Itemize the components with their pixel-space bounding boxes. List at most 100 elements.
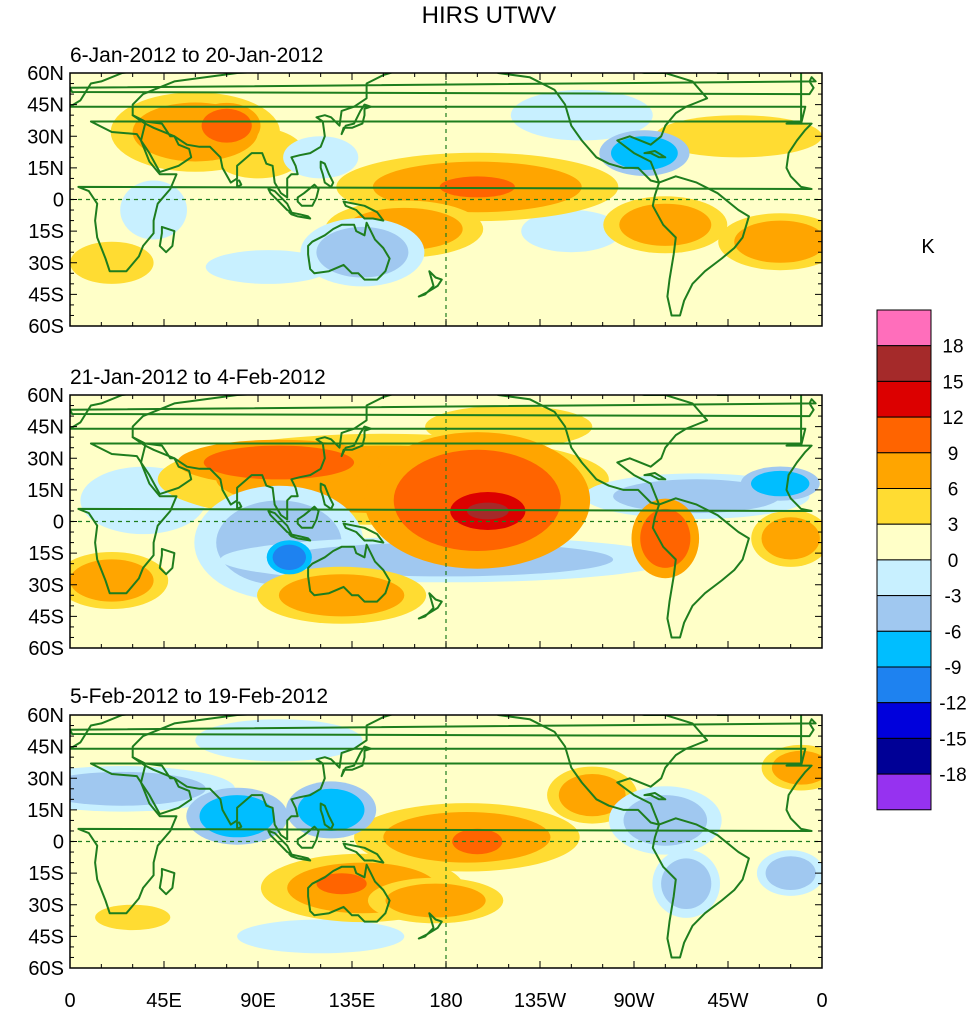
colorbar-tick-label: 15 [942,372,963,393]
colorbar-swatch [876,773,932,811]
coastline-madagascar [158,225,176,254]
colorbar-swatch [876,488,932,525]
anomaly-contour [623,795,708,846]
coastline-india-to-arabia-gap [131,436,176,460]
x-tick-label: 45E [146,990,182,1012]
y-tick-label: 15N [27,800,64,822]
anomaly-contour [765,856,816,890]
panel-3: 5-Feb-2012 to 19-Feb-2012 60N 45N 30N 15N 0 1… [27,685,823,980]
coastline-greenland [716,715,730,716]
anomaly-contour [316,873,367,895]
colorbar: 18 15 12 9 6 3 0 -3 -6 -9 -12 -15 -18 [876,309,967,811]
coastline-new-zealand [417,270,443,298]
coastline-cuba [643,150,667,159]
coastline-asia-south [131,73,394,199]
x-tick-label: 135E [329,990,376,1012]
anomaly-contour [95,904,171,931]
y-tick-label: 45S [28,926,64,948]
coastline-java [288,853,312,862]
y-tick-label: 30S [28,253,64,275]
coastline-sumatra [267,188,293,214]
anomaly-contour [734,220,822,263]
colorbar-swatch [876,452,932,489]
colorbar-tick-label: -12 [939,694,966,715]
anomaly-contour [237,919,405,954]
x-tick-label: 90W [613,990,654,1012]
anomaly-contour [70,241,154,284]
coastline-sumatra [267,830,293,856]
panel-1-tick-marks [69,72,823,327]
coastline-australia [307,543,391,603]
panel-1-y-axis: 60N 45N 30N 15N 0 15S 30S 45S 60S [27,63,64,338]
y-tick-label: 60S [28,316,64,338]
x-tick-label: 90E [240,990,276,1012]
panel-2-y-axis: 60N 45N 30N 15N 0 15S 30S 45S 60S [27,385,64,660]
coastline-sri-lanka [236,179,243,188]
colorbar-swatch [876,559,932,597]
colorbar-swatch [876,630,932,668]
panel-3-reference-lines [70,715,822,968]
y-tick-label: 45N [27,737,64,759]
anomaly-contour [452,828,503,855]
anomaly-contour [278,574,405,617]
coastline-philippines [319,482,335,510]
anomaly-contour [439,176,515,198]
y-tick-label: 15S [28,543,64,565]
colorbar-swatch [876,595,932,632]
panel-1-reference-lines [70,73,822,326]
panel-3-tick-marks [69,714,823,969]
x-tick-label: 0 [816,990,827,1012]
colorbar-swatch [876,309,932,347]
y-tick-label: 30N [27,126,64,148]
colorbar-swatch [876,737,932,775]
anomaly-contour [640,508,691,568]
colorbar-tick-label: 3 [948,515,959,536]
coastline-new-guinea [342,200,385,222]
panel-1: 6-Jan-2012 to 20-Jan-2012 60N 45N 30N 15N 0 1… [27,44,823,338]
x-tick-label: 180 [429,990,462,1012]
panel-2-coastlines [70,395,817,639]
y-tick-label: 45S [28,606,64,628]
y-tick-label: 30S [28,575,64,597]
anomaly-contour [661,858,712,909]
coastline-australia [307,863,391,923]
coastline-north-america [495,73,709,184]
anomaly-contour [283,136,359,179]
colorbar-tick-label: -15 [939,729,966,750]
y-tick-label: 0 [53,190,64,212]
coastline-north-america [495,395,709,506]
anomaly-contour [619,203,712,246]
x-tick-label: 0 [64,990,75,1012]
coastline-uk [70,398,817,418]
anomaly-contour [654,115,822,158]
anomaly-contour [510,89,653,141]
coastline-asia-south [131,395,394,521]
anomaly-contour [272,544,306,570]
y-tick-label: 15N [27,158,64,180]
x-tick-label: 45W [707,990,748,1012]
y-tick-label: 45N [27,417,64,439]
anomaly-contour [195,719,363,762]
anomaly-contour [297,788,365,832]
coastline-north-america [495,715,709,826]
y-tick-label: 60S [28,958,64,980]
y-tick-label: 15N [27,480,64,502]
coastline-borneo [296,825,320,849]
coastline-sri-lanka [236,501,243,510]
coastline-japan [340,103,372,136]
units-label: K [921,236,935,258]
y-tick-label: 60S [28,638,64,660]
anomaly-contour [120,180,187,240]
anomaly-contour [751,470,810,497]
anomaly-contour [205,250,332,284]
y-tick-label: 45S [28,284,64,306]
coastline-south-america [651,497,750,639]
colorbar-swatch [876,380,932,418]
coastline-eurasia [70,715,807,767]
anomaly-contour [201,108,252,143]
coastline-eurasia [70,395,807,447]
coastline-cuba [643,472,667,481]
x-tick-label: 135W [514,990,566,1012]
coastline-new-zealand [417,912,443,940]
colorbar-tick-label: -3 [945,587,962,608]
